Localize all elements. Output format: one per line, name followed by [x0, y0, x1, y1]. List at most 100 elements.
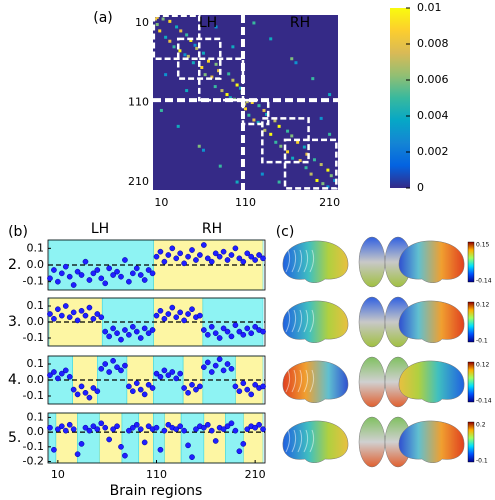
module-region	[153, 412, 165, 464]
matrix-cell	[195, 46, 199, 50]
matrix-cell	[319, 163, 323, 167]
matrix-cell	[286, 129, 290, 133]
row-label: 3.	[8, 314, 21, 330]
matrix-cell	[214, 25, 218, 29]
brain-lateral-right	[398, 240, 465, 283]
data-point	[141, 391, 148, 398]
data-point	[141, 439, 148, 446]
data-point	[94, 426, 101, 433]
data-point	[74, 391, 81, 398]
data-point	[208, 427, 215, 434]
row-label: 5.	[8, 430, 21, 446]
data-point	[169, 245, 176, 252]
brain-renderings	[282, 236, 465, 468]
data-point	[185, 253, 191, 260]
brain-lateral-left	[282, 360, 349, 403]
module-region	[203, 412, 226, 464]
data-point	[244, 386, 251, 393]
data-point	[62, 367, 69, 374]
data-point	[106, 436, 113, 443]
data-point	[177, 370, 184, 377]
data-point	[78, 383, 85, 390]
data-point	[216, 356, 223, 363]
data-point	[157, 446, 164, 453]
matrix-cell	[269, 37, 273, 41]
colorbar	[467, 421, 475, 463]
data-point	[47, 275, 53, 282]
data-point	[165, 252, 172, 258]
data-point	[106, 265, 113, 272]
data-point	[129, 323, 136, 330]
data-point	[129, 424, 136, 431]
data-point	[193, 426, 199, 433]
matrix-cell	[296, 140, 300, 144]
y-tick-label: -0.1	[23, 275, 44, 288]
data-point	[62, 263, 69, 270]
sulcus	[297, 249, 303, 273]
sulcus	[303, 369, 309, 393]
data-point	[114, 364, 120, 371]
data-point	[169, 369, 176, 375]
matrix-cell	[159, 108, 163, 112]
data-point	[137, 335, 144, 341]
data-point	[189, 306, 195, 313]
data-point	[90, 315, 97, 322]
matrix-cell	[328, 93, 332, 97]
module-region	[243, 412, 264, 464]
brain-top-left	[358, 356, 386, 408]
data-point	[224, 257, 231, 263]
data-point	[200, 424, 207, 431]
matrix-cell	[218, 164, 222, 168]
annotation: RH	[290, 15, 310, 31]
data-point	[197, 252, 203, 258]
sulcus	[291, 249, 297, 273]
matrix-cell	[274, 140, 278, 144]
sulcus	[303, 249, 309, 273]
data-point	[55, 278, 61, 285]
data-point	[114, 268, 120, 275]
data-point	[133, 421, 140, 428]
data-point	[58, 312, 65, 319]
colorbar-min-label: -0.1	[476, 458, 488, 465]
matrix-cell	[164, 35, 168, 39]
data-point	[220, 325, 227, 332]
matrix-cell	[290, 134, 294, 138]
matrix-cell	[286, 150, 290, 154]
sulcus	[309, 429, 315, 453]
data-point	[122, 257, 128, 263]
matrix-cell	[277, 124, 281, 128]
matrix-cell	[302, 145, 306, 149]
data-point	[228, 252, 235, 258]
data-point	[240, 331, 247, 338]
matrix-cell	[201, 148, 205, 152]
matrix-cell	[273, 119, 277, 123]
data-point	[133, 380, 140, 387]
brain-lateral-right	[398, 420, 465, 463]
data-point	[110, 325, 116, 332]
matrix-cell	[265, 112, 269, 116]
annotation: LH	[91, 221, 109, 237]
matrix-cell	[176, 124, 180, 128]
data-point	[248, 391, 255, 398]
panel-label: (c)	[276, 224, 295, 240]
data-point	[200, 242, 207, 248]
data-point	[118, 273, 124, 280]
data-point	[102, 361, 109, 367]
data-point	[204, 255, 211, 262]
data-point	[122, 362, 128, 369]
matrix-cell	[263, 128, 267, 132]
matrix-cell	[304, 166, 308, 170]
data-point	[149, 385, 156, 391]
data-point	[260, 383, 266, 390]
y-tick-label: 10	[135, 16, 149, 29]
matrix-cell	[164, 73, 168, 77]
brain-top-left	[358, 296, 386, 348]
data-point	[47, 424, 53, 431]
data-point	[145, 330, 152, 337]
data-point	[189, 247, 195, 253]
data-point	[86, 277, 93, 283]
matrix-cell	[161, 17, 165, 21]
data-point	[118, 336, 124, 343]
matrix-cell	[154, 17, 158, 21]
data-point	[208, 258, 215, 265]
